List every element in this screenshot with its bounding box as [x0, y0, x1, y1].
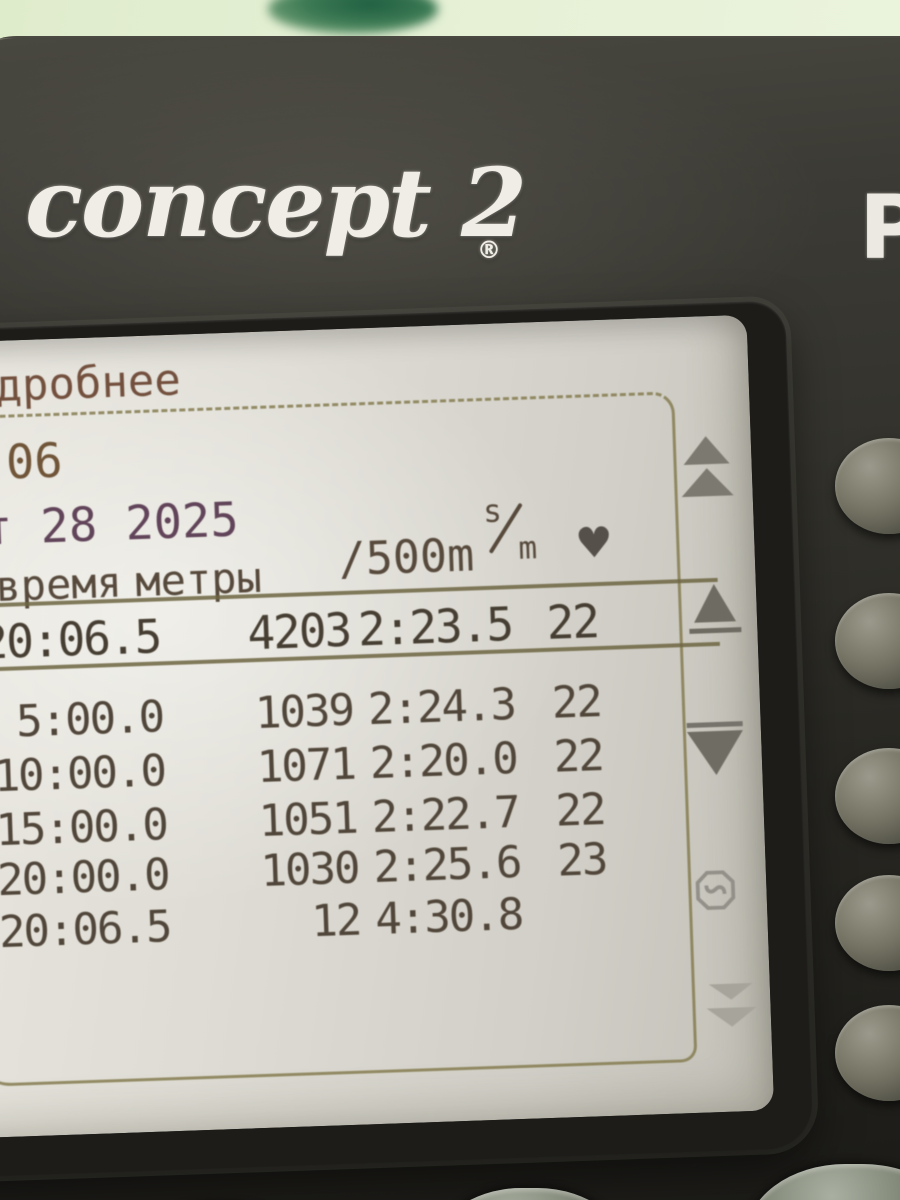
header-rate-denominator: m — [517, 530, 538, 567]
split-rate: 22 — [550, 676, 602, 729]
summary-meters: 4203 — [246, 602, 352, 661]
bottom-button-menu[interactable]: M — [745, 1164, 900, 1200]
monitor-case: concept 2 ® P Подробнее 20:06 окт 28 202… — [0, 36, 900, 1200]
split-pace: 4:30.8 — [374, 888, 524, 946]
registered-trademark: ® — [477, 236, 501, 264]
page-down-icon — [709, 983, 754, 1001]
screen-bezel: Подробнее 20:06 окт 28 2025 время метры … — [0, 300, 815, 1180]
header-rate-numerator: s — [482, 493, 503, 531]
concept2-logo-text: concept 2 — [25, 148, 527, 259]
concept2-logo: concept 2 ® — [25, 156, 545, 262]
current-split-marker-underline — [689, 627, 742, 634]
lcd-screen: Подробнее 20:06 окт 28 2025 время метры … — [0, 314, 775, 1141]
side-button-4[interactable] — [835, 875, 900, 971]
scroll-up-icon — [681, 467, 734, 497]
split-pace: 2:24.3 — [367, 679, 516, 736]
split-pace: 2:25.6 — [372, 836, 522, 894]
summary-pace: 2:23.5 — [357, 597, 513, 657]
workout-date: окт 28 2025 — [0, 492, 240, 559]
split-meters: 1071 — [256, 738, 356, 794]
pm-model-label-partial: P — [859, 176, 900, 279]
side-button-3[interactable] — [835, 748, 900, 844]
split-rate: 23 — [556, 833, 608, 887]
split-meters: 1039 — [254, 684, 354, 740]
header-pace: /500m — [337, 528, 476, 587]
split-pace: 2:20.0 — [368, 733, 518, 790]
side-button-2[interactable] — [835, 593, 900, 689]
bottom-button-2[interactable] — [427, 1188, 632, 1200]
round-badge-icon — [691, 865, 741, 915]
current-split-marker-icon — [693, 583, 736, 622]
split-rate: 22 — [554, 783, 606, 837]
split-time: 15:00.0 — [0, 799, 168, 857]
split-time: 20:06.5 — [0, 901, 172, 959]
page-down-icon — [707, 1007, 758, 1028]
split-meters: 12 — [310, 894, 362, 948]
scroll-down-overline — [686, 721, 743, 729]
split-meters: 1030 — [259, 842, 360, 898]
scroll-down-icon — [687, 730, 745, 776]
green-object — [268, 0, 438, 34]
split-time: 20:00.0 — [0, 849, 170, 907]
split-meters: 1051 — [257, 792, 358, 848]
split-rate: 22 — [552, 730, 604, 783]
split-pace: 2:22.7 — [370, 786, 520, 844]
side-button-5[interactable] — [835, 1005, 900, 1101]
summary-rate: 22 — [545, 594, 599, 650]
side-button-1[interactable] — [835, 438, 900, 534]
total-time: 20:06 — [0, 433, 64, 494]
scroll-up-icon — [683, 435, 730, 465]
page-title: Подробнее — [0, 354, 182, 414]
lcd-content: Подробнее 20:06 окт 28 2025 время метры … — [0, 315, 774, 1140]
split-time: 10:00.0 — [0, 745, 166, 803]
split-time: 5:00.0 — [15, 691, 164, 748]
split-rate — [521, 886, 609, 940]
heart-rate-icon: ♥ — [574, 517, 614, 568]
